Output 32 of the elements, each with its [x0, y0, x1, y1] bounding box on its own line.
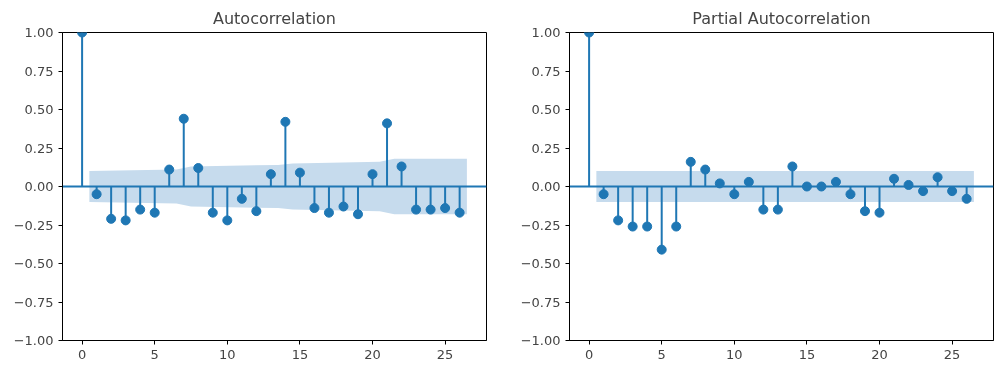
x-tick-label: 15 — [798, 346, 816, 362]
chart-title: Partial Autocorrelation — [692, 8, 871, 28]
x-tick-label: 25 — [436, 346, 454, 362]
x-tick-label: 15 — [291, 346, 309, 362]
y-tick-label: −0.25 — [520, 217, 561, 233]
y-tick-label: 0.25 — [531, 140, 561, 156]
y-tick-label: 1.00 — [531, 25, 561, 40]
y-tick-label: −1.00 — [520, 333, 561, 348]
x-tick-label: 10 — [726, 346, 743, 362]
x-tick-label: 5 — [150, 346, 159, 362]
x-tick-label: 0 — [77, 346, 87, 362]
y-tick-label: −0.75 — [520, 294, 561, 310]
y-tick-label: 0.50 — [531, 102, 561, 117]
y-tick-label: −0.75 — [13, 294, 54, 310]
x-tick-label: 20 — [364, 346, 381, 362]
y-tick-label: 0.00 — [24, 179, 54, 194]
y-tick-label: 0.00 — [531, 179, 561, 194]
x-tick-label: 25 — [943, 346, 961, 362]
x-tick-label: 0 — [584, 346, 594, 362]
x-tick-label: 10 — [219, 346, 236, 362]
x-tick-label: 20 — [871, 346, 888, 362]
x-tick-label: 5 — [657, 346, 666, 362]
y-tick-label: −0.50 — [520, 256, 561, 271]
chart-title: Autocorrelation — [213, 8, 336, 28]
y-tick-label: −0.25 — [13, 217, 54, 233]
y-tick-label: 1.00 — [24, 25, 54, 40]
y-tick-label: 0.25 — [24, 140, 54, 156]
y-tick-label: 0.75 — [531, 63, 561, 79]
y-tick-label: 0.75 — [24, 63, 54, 79]
y-tick-label: −0.50 — [13, 256, 54, 271]
y-tick-label: −1.00 — [13, 333, 54, 348]
y-tick-label: 0.50 — [24, 102, 54, 117]
